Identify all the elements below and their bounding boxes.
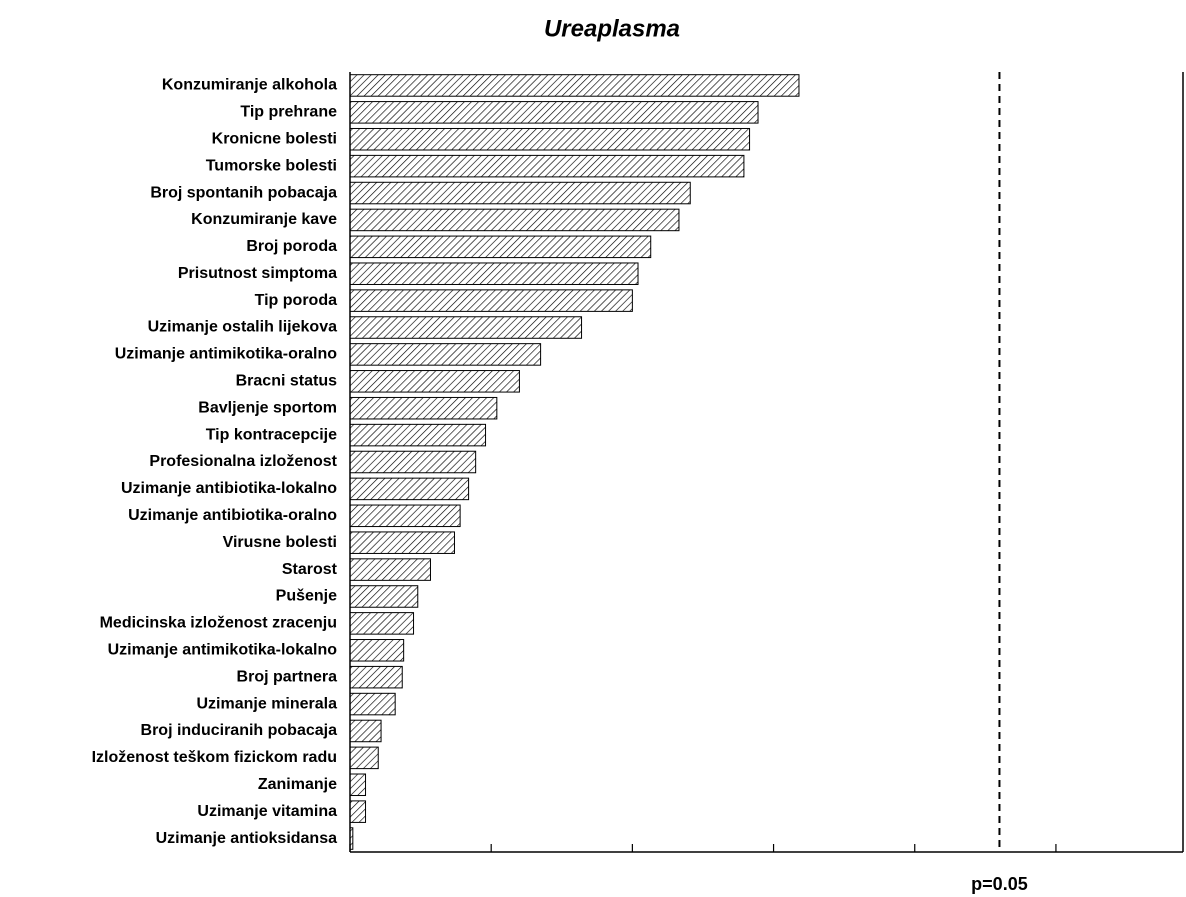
category-label: Konzumiranje alkohola [162,77,337,94]
category-label: Kronicne bolesti [212,130,337,147]
category-label: Uzimanje antibiotika-oralno [128,507,337,524]
bar [349,423,487,447]
category-label: Medicinska izloženost zracenju [100,615,337,632]
category-label: Uzimanje ostalih lijekova [148,319,338,336]
category-label: Konzumiranje kave [191,211,337,228]
category-label: Zanimanje [258,776,337,793]
chart-title: Ureaplasma [544,15,680,42]
bar [349,773,367,797]
bar [349,181,691,205]
category-label: Tumorske bolesti [206,157,337,174]
category-label: Starost [282,561,338,578]
category-label: Tip prehrane [240,104,337,121]
bar [349,665,403,689]
bar [349,316,583,339]
category-label: Izloženost teškom fizickom radu [92,749,337,766]
bar [349,719,382,743]
category-label: Broj partnera [237,668,338,685]
category-label: Prisutnost simptoma [178,265,337,282]
bar [349,612,415,635]
bar [349,692,396,716]
bar [349,396,498,420]
category-label: Bracni status [236,373,337,390]
category-label: Tip kontracepcije [206,426,337,443]
category-label: Uzimanje antimikotika-lokalno [108,641,338,658]
category-label: Tip poroda [255,292,337,309]
bar [349,154,745,178]
category-label: Uzimanje antibiotika-lokalno [121,480,337,497]
bar [349,450,477,474]
bar [349,585,419,608]
category-label: Pušenje [276,588,337,605]
bar [349,370,520,393]
category-label: Uzimanje antioksidansa [156,830,337,847]
category-label: Profesionalna izloženost [149,453,337,470]
bar [349,262,639,285]
reference-label: p=0.05 [971,874,1028,894]
bar [349,477,470,501]
bar [349,74,800,97]
bar [349,235,652,259]
category-label: Bavljenje sportom [198,399,337,416]
bar [349,343,542,366]
bar [349,746,379,770]
bar [349,558,431,581]
bar [349,101,759,124]
category-label: Virusne bolesti [223,534,337,551]
bar [349,639,405,662]
bar [349,289,633,312]
category-label: Broj induciranih pobacaja [141,722,338,739]
category-label: Uzimanje antimikotika-oralno [115,346,337,363]
bar [349,504,461,528]
category-label: Broj poroda [246,238,337,255]
bar [349,800,367,823]
category-label: Uzimanje vitamina [197,803,337,820]
bar [349,208,680,232]
bar [349,531,455,554]
category-label: Broj spontanih pobacaja [150,184,337,201]
bar [349,127,751,151]
category-label: Uzimanje minerala [197,695,338,712]
